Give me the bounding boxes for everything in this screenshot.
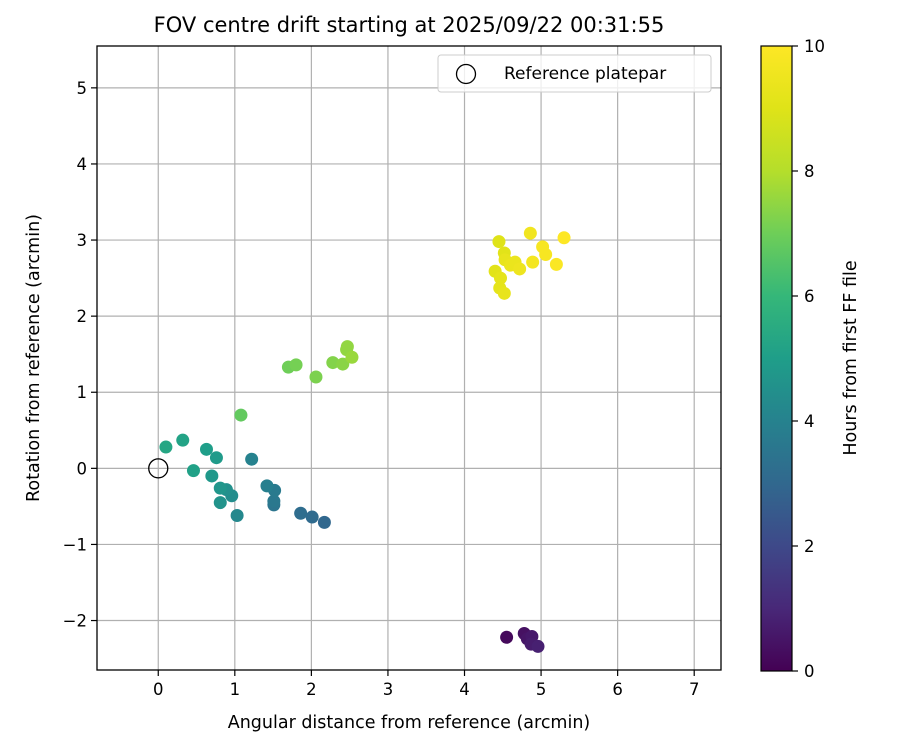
data-point bbox=[513, 262, 527, 276]
data-point bbox=[230, 509, 244, 523]
y-tick-label: −1 bbox=[63, 535, 87, 554]
data-point bbox=[213, 481, 227, 495]
chart-title: FOV centre drift starting at 2025/09/22 … bbox=[154, 13, 665, 37]
x-tick-label: 1 bbox=[230, 680, 241, 699]
data-point bbox=[176, 433, 190, 447]
colorbar-gradient bbox=[760, 45, 793, 672]
y-axis-ticks: −2 −1 0 1 2 3 4 5 bbox=[63, 79, 97, 631]
x-axis-label: Angular distance from reference (arcmin) bbox=[228, 713, 591, 733]
colorbar: 0 2 4 6 8 10 Hours from first FF file bbox=[760, 37, 861, 681]
x-tick-label: 3 bbox=[383, 680, 394, 699]
legend-marker-open-circle bbox=[455, 63, 477, 85]
data-point bbox=[492, 235, 506, 249]
colorbar-tick-label: 4 bbox=[804, 412, 815, 431]
data-point bbox=[234, 408, 248, 422]
data-point bbox=[294, 506, 308, 520]
data-point bbox=[539, 248, 553, 262]
y-tick-label: 1 bbox=[77, 383, 88, 402]
data-point bbox=[267, 494, 281, 508]
colorbar-ticks: 0 2 4 6 8 10 bbox=[792, 37, 825, 681]
colorbar-tick-label: 10 bbox=[804, 37, 825, 56]
data-point bbox=[245, 452, 259, 466]
y-tick-label: 4 bbox=[77, 155, 88, 174]
data-point bbox=[500, 630, 514, 644]
colorbar-tick-label: 0 bbox=[804, 662, 815, 681]
x-tick-label: 2 bbox=[306, 680, 317, 699]
data-point bbox=[209, 451, 223, 465]
legend-box bbox=[437, 54, 712, 93]
colorbar-tick-label: 6 bbox=[804, 287, 815, 306]
data-point bbox=[531, 639, 545, 653]
reference-platepar-marker bbox=[148, 458, 169, 479]
x-axis-ticks: 0 1 2 3 4 5 6 7 bbox=[153, 670, 699, 699]
y-tick-label: 0 bbox=[77, 459, 88, 478]
data-point bbox=[493, 271, 507, 285]
data-point bbox=[340, 340, 354, 354]
x-tick-label: 7 bbox=[689, 680, 700, 699]
legend: Reference platepar bbox=[437, 54, 712, 93]
x-tick-label: 0 bbox=[153, 680, 164, 699]
data-point bbox=[199, 442, 213, 456]
data-points bbox=[159, 226, 571, 653]
data-point bbox=[213, 496, 227, 510]
x-tick-label: 5 bbox=[536, 680, 547, 699]
y-tick-label: −2 bbox=[63, 612, 87, 631]
plot-frame bbox=[96, 45, 722, 671]
data-point bbox=[159, 440, 173, 454]
x-tick-label: 6 bbox=[612, 680, 623, 699]
legend-label: Reference platepar bbox=[504, 64, 666, 84]
data-point bbox=[345, 350, 359, 364]
data-point bbox=[317, 515, 331, 529]
y-tick-label: 3 bbox=[77, 231, 88, 250]
data-point bbox=[289, 358, 303, 372]
data-point bbox=[260, 479, 274, 493]
data-point bbox=[326, 356, 340, 370]
reference-point-group bbox=[148, 458, 169, 479]
data-point bbox=[205, 469, 219, 483]
data-point bbox=[523, 226, 537, 240]
colorbar-label: Hours from first FF file bbox=[841, 260, 861, 455]
x-tick-label: 4 bbox=[459, 680, 470, 699]
data-point bbox=[186, 464, 200, 478]
y-axis-label: Rotation from reference (arcmin) bbox=[24, 214, 44, 502]
colorbar-tick-label: 8 bbox=[804, 162, 815, 181]
grid-lines bbox=[97, 46, 721, 670]
data-point bbox=[497, 286, 511, 300]
data-point bbox=[557, 231, 571, 245]
data-point bbox=[526, 255, 540, 269]
data-point bbox=[305, 510, 319, 524]
data-point bbox=[309, 370, 323, 384]
y-tick-label: 2 bbox=[77, 307, 88, 326]
data-point bbox=[549, 257, 563, 271]
colorbar-tick-label: 2 bbox=[804, 537, 815, 556]
data-point bbox=[336, 357, 350, 371]
y-tick-label: 5 bbox=[77, 79, 88, 98]
